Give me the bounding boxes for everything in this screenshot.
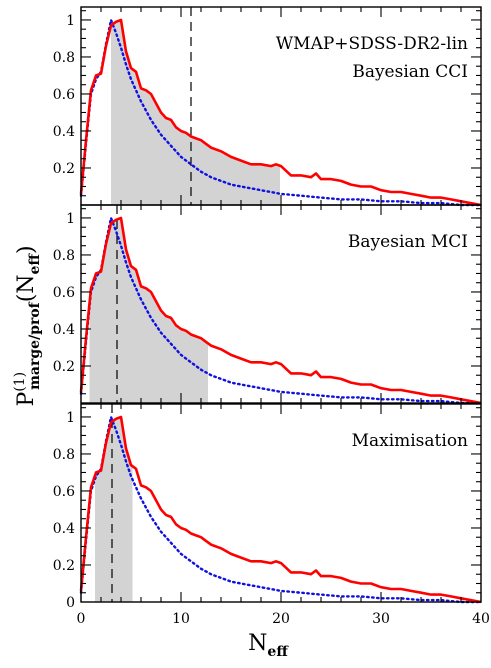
y-tick-label: 0.8	[53, 50, 75, 66]
y-tick-label: 0	[66, 595, 75, 611]
y-axis-label-sup: (1)	[12, 372, 28, 392]
y-tick-label: 0.4	[53, 124, 75, 140]
panel-annotation: Bayesian CCI	[352, 62, 468, 82]
y-tick-label: 0.4	[53, 322, 75, 338]
y-axis-label-arg-sub: eff	[27, 253, 43, 275]
chart-panels: WMAP+SDSS-DR2-lin Bayesian CCI Bayesian MC…	[79, 6, 483, 604]
y-axis-label-arg: (N	[14, 274, 39, 302]
y-tick-label: 1	[66, 410, 75, 426]
y-tick-label: 0.2	[53, 558, 75, 574]
y-tick-label: 1	[66, 211, 75, 227]
y-tick-label: 0.6	[53, 87, 75, 103]
x-axis-label: Neff	[248, 631, 289, 660]
shaded-interval	[95, 417, 133, 602]
shaded-interval	[111, 20, 280, 205]
panel-annotation: WMAP+SDSS-DR2-lin	[276, 34, 468, 54]
y-tick-label: 0.8	[53, 248, 75, 264]
x-tick-label: 40	[472, 611, 490, 627]
y-axis-label-sub: marge/prof	[27, 301, 43, 390]
tick-marks	[80, 7, 482, 602]
panel-annotation: Bayesian MCI	[348, 232, 468, 252]
x-tick-label: 20	[272, 611, 290, 627]
marginal-curve-solid	[79, 18, 482, 207]
panel-2: Bayesian MCI	[79, 204, 483, 405]
y-tick-label: 0.4	[53, 521, 75, 537]
y-tick-label: 0.2	[53, 161, 75, 177]
x-axis-label-main: N	[248, 631, 267, 656]
y-tick-label: 0.2	[53, 359, 75, 375]
x-tick-label: 10	[172, 611, 190, 627]
y-tick-label: 0.8	[53, 447, 75, 463]
y-axis-label-close: )	[14, 245, 39, 254]
panel-3: Maximisation	[79, 403, 483, 604]
tick-labels: 0.20.40.60.810.20.40.60.8100.20.40.60.81…	[53, 13, 490, 627]
panel-annotation: Maximisation	[352, 431, 468, 451]
marginal-curve-solid	[79, 216, 482, 405]
x-tick-label: 30	[372, 611, 390, 627]
marginal-curve-solid	[79, 415, 482, 604]
y-axis-label: P(1)marge/prof(Neff)	[12, 245, 43, 406]
x-axis-label-sub: eff	[267, 644, 289, 660]
panel-1: WMAP+SDSS-DR2-lin Bayesian CCI	[79, 6, 483, 207]
y-tick-label: 0.6	[53, 285, 75, 301]
shaded-interval	[89, 218, 208, 403]
y-axis-label-main: P	[14, 392, 39, 407]
x-tick-label: 0	[77, 611, 86, 627]
y-tick-label: 0.6	[53, 484, 75, 500]
y-tick-label: 1	[66, 13, 75, 29]
